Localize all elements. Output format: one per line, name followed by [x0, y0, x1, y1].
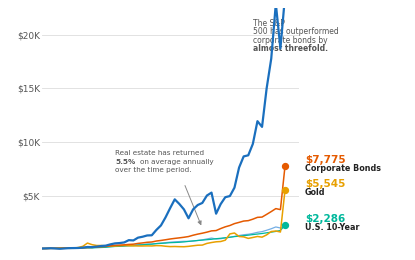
- Text: Real estate has returned: Real estate has returned: [115, 150, 204, 156]
- Text: 5.5%: 5.5%: [115, 159, 135, 165]
- Text: U.S. 10-Year: U.S. 10-Year: [305, 223, 359, 232]
- Point: [282, 188, 288, 192]
- Text: Corporate Bonds: Corporate Bonds: [305, 164, 381, 173]
- Point: [282, 223, 288, 227]
- Text: The S&P: The S&P: [253, 18, 285, 28]
- Text: on average annually: on average annually: [140, 159, 214, 165]
- Text: corporate bonds by: corporate bonds by: [253, 36, 327, 45]
- Text: almost threefold.: almost threefold.: [253, 44, 328, 53]
- Text: Gold: Gold: [305, 188, 325, 197]
- Text: 500 has outperformed: 500 has outperformed: [253, 27, 339, 36]
- Text: $2,286: $2,286: [305, 213, 345, 224]
- Point: [282, 164, 288, 168]
- Text: $5,545: $5,545: [305, 179, 345, 188]
- Text: over the time period.: over the time period.: [115, 167, 191, 173]
- Text: $7,775: $7,775: [305, 154, 346, 165]
